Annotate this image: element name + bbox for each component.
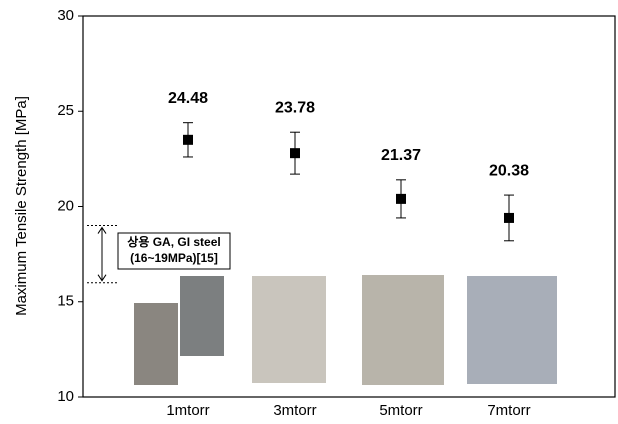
- photo: [134, 303, 178, 385]
- photo: [180, 276, 224, 356]
- y-tick-label: 10: [57, 388, 74, 405]
- y-tick-label: 20: [57, 197, 74, 214]
- annotation: 20.38: [489, 162, 529, 179]
- x-tick-label: 5mtorr: [379, 402, 422, 419]
- y-tick-label: 25: [57, 102, 74, 119]
- y-tick-label: 30: [57, 7, 74, 24]
- photo: [467, 276, 557, 384]
- annotation: 21.37: [381, 147, 421, 164]
- annotation: 24.48: [168, 90, 208, 107]
- photo: [362, 275, 444, 385]
- reference-label: (16~19MPa)[15]: [130, 251, 218, 265]
- y-axis-label: Maximum Tensile Strength [MPa]: [13, 96, 30, 316]
- x-tick-label: 1mtorr: [166, 402, 209, 419]
- point: [396, 194, 406, 204]
- reference-label: 상용 GA, GI steel: [127, 234, 220, 249]
- photo: [252, 276, 326, 383]
- sample-photos: [134, 275, 557, 385]
- point: [183, 135, 193, 145]
- annotation: 23.78: [275, 99, 315, 116]
- x-tick-label: 3mtorr: [273, 402, 316, 419]
- point: [290, 148, 300, 158]
- point: [504, 213, 514, 223]
- x-tick-label: 7mtorr: [487, 402, 530, 419]
- y-tick-label: 15: [57, 293, 74, 310]
- chart: Maximum Tensile Strength [MPa] 상용 GA, GI…: [0, 0, 618, 424]
